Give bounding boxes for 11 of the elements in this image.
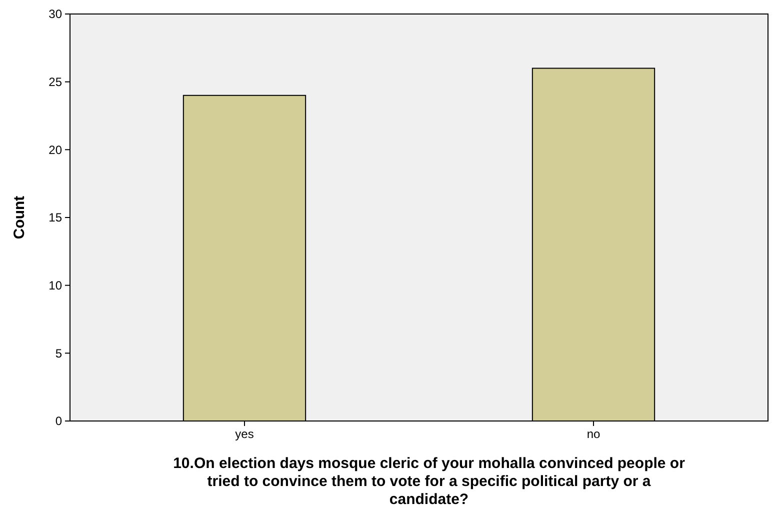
x-axis-title: 10.On election days mosque cleric of your mohalla convinced people or tried to convince them to vote for a specific political party or a candidate? — [173, 455, 686, 508]
y-tick-label: 15 — [48, 210, 62, 225]
y-tick-label: 30 — [48, 7, 62, 22]
y-tick-label: 0 — [55, 414, 62, 428]
y-tick-label: 20 — [48, 142, 62, 157]
y-tick-label: 5 — [55, 346, 62, 360]
x-tick-label: no — [586, 427, 600, 441]
y-tick-label: 10 — [48, 278, 62, 293]
y-tick-label: 25 — [48, 75, 62, 90]
y-axis-title: Count — [11, 196, 28, 240]
x-tick-label: yes — [235, 427, 254, 441]
